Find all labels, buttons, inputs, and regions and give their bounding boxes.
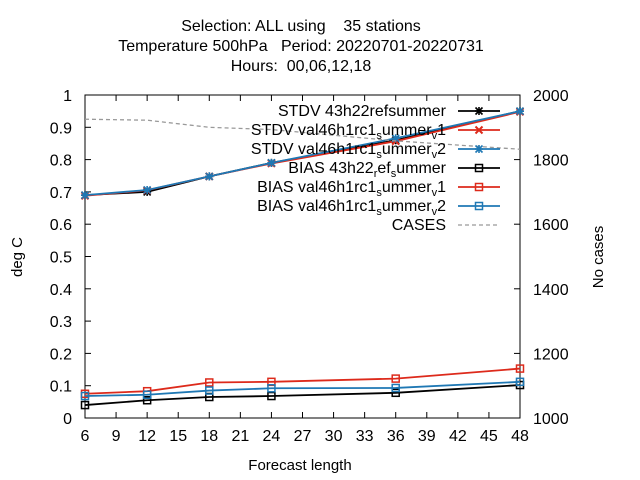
y-tick-label: 0.1 (50, 379, 72, 396)
legend-marker (474, 163, 484, 173)
legend-label: STDV 43h22refsummer (278, 103, 447, 120)
data-point (267, 158, 276, 167)
series-line (84, 110, 521, 197)
legend-label: BIAS val46h1rc1summerv2 (257, 198, 446, 218)
legend: STDV 43h22refsummer STDV val46h1rc1summer… (251, 103, 500, 234)
x-tick-label: 15 (169, 428, 187, 445)
x-tick-label: 36 (387, 428, 405, 445)
data-point (515, 364, 525, 373)
series-line (84, 384, 521, 406)
legend-marker (474, 201, 484, 211)
series-line (84, 367, 521, 395)
x-tick-label: 42 (449, 428, 467, 445)
legend-marker (474, 144, 484, 154)
data-point (80, 400, 90, 410)
x-tick-label: 12 (138, 428, 156, 445)
x-tick-label: 6 (81, 428, 90, 445)
y-tick-label: 0.9 (50, 120, 72, 137)
y-tick-label: 0 (63, 411, 72, 428)
y-tick-label: 0.2 (50, 346, 72, 363)
series-2 (80, 107, 525, 200)
x-tick-label: 24 (263, 428, 281, 445)
y-tick-label: 1 (63, 88, 72, 105)
title-line-3: Hours: 00,06,12,18 (230, 58, 372, 75)
data-point (80, 391, 90, 401)
series-5 (80, 377, 525, 401)
x-tick-label: 45 (480, 428, 498, 445)
data-point (143, 185, 152, 195)
data-point (205, 378, 214, 387)
x-tick-label: 30 (325, 428, 343, 445)
data-point (391, 383, 400, 393)
data-point (80, 191, 90, 200)
data-point (267, 391, 276, 401)
chart-title: Selection: ALL using 35 stations Tempera… (0, 17, 602, 77)
legend-label: STDV val46h1rc1summerv2 (251, 141, 446, 161)
x-axis-label: Forecast length (248, 457, 351, 474)
title-line-1: Selection: ALL using 35 stations (181, 18, 421, 35)
data-point (515, 107, 525, 116)
x-tick-label: 39 (418, 428, 436, 445)
y2-tick-label: 1800 (533, 153, 569, 170)
y2-axis-label: No cases (590, 226, 607, 289)
y-tick-label: 0.7 (50, 185, 72, 202)
series-3 (80, 380, 525, 410)
data-point (391, 134, 400, 143)
y-tick-label: 0.4 (50, 282, 72, 299)
data-point (391, 388, 400, 398)
legend-label: BIAS val46h1rc1summerv1 (257, 179, 446, 199)
y2-tick-label: 1000 (533, 411, 569, 428)
y-tick-label: 0.8 (50, 153, 72, 170)
series-line (84, 380, 521, 397)
data-point (205, 172, 214, 181)
legend-marker (474, 182, 484, 192)
x-tick-label: 48 (511, 428, 529, 445)
y2-tick-label: 1400 (533, 282, 569, 299)
data-point (391, 374, 400, 383)
data-point (205, 386, 214, 395)
legend-label: STDV val46h1rc1summerv1 (251, 122, 446, 142)
series-4 (80, 364, 525, 399)
series-group (80, 107, 525, 410)
series-6 (84, 118, 521, 150)
axes-group: 6 9 12 15 18 21 24 27 30 33 36 39 42 45 48 0 0.1 0.2 0.3 0.… (50, 88, 569, 445)
x-tick-label: 27 (294, 428, 312, 445)
legend-label: BIAS 43h22refsummer (288, 160, 446, 180)
y-tick-label: 0.5 (50, 250, 72, 267)
data-point (142, 395, 152, 405)
y2-tick-label: 1600 (533, 217, 569, 234)
y2-tick-label: 1200 (533, 346, 569, 363)
title-line-2: Temperature 500hPa Period: 20220701-2022… (118, 38, 484, 55)
x-tick-label: 9 (112, 428, 121, 445)
x-tick-label: 21 (231, 428, 249, 445)
y2-tick-label: 2000 (533, 88, 569, 105)
series-line (84, 118, 521, 150)
data-point (515, 377, 525, 387)
legend-marker (474, 125, 484, 135)
data-point (267, 384, 276, 393)
y-tick-label: 0.3 (50, 314, 72, 331)
y-tick-label: 0.6 (50, 217, 72, 234)
y-axis-label: deg C (9, 237, 26, 277)
data-point (142, 390, 152, 399)
legend-marker (474, 106, 484, 116)
x-tick-label: 18 (200, 428, 218, 445)
legend-label: CASES (392, 217, 446, 234)
x-tick-label: 33 (356, 428, 374, 445)
